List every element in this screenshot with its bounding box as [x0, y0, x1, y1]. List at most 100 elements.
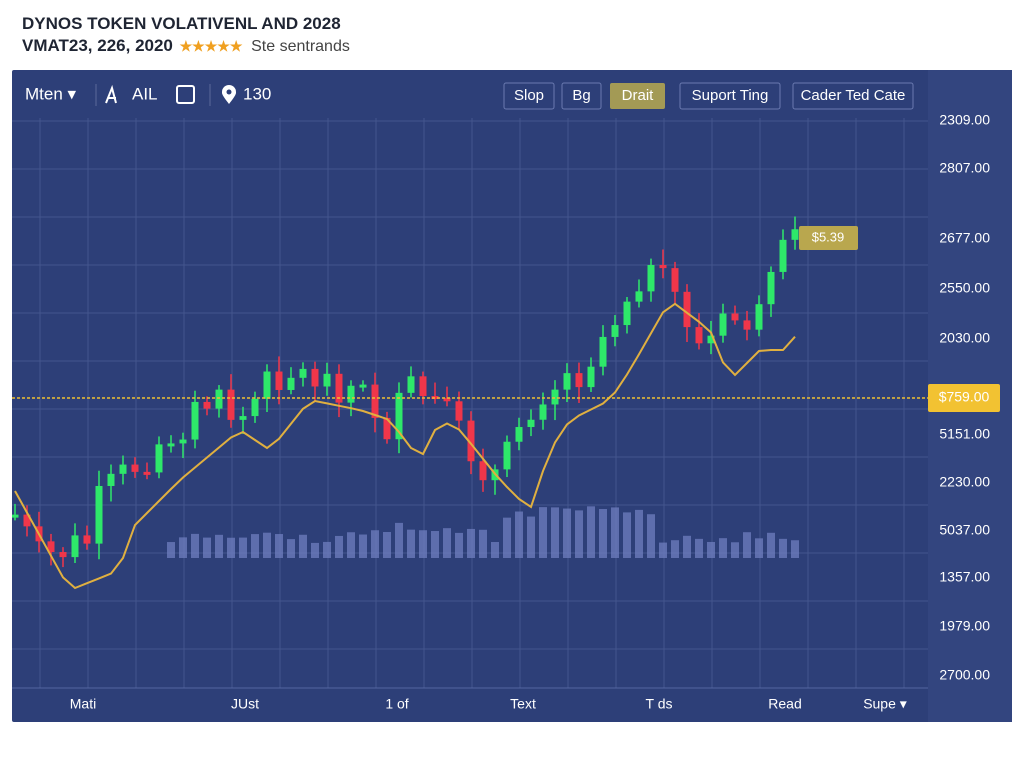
- candle-body: [791, 229, 799, 240]
- volume-bar: [755, 538, 763, 558]
- candle-body: [443, 398, 451, 402]
- menu[interactable]: Mten ▾: [25, 84, 77, 103]
- price-label: 5037.00: [939, 522, 990, 538]
- candle-body: [575, 373, 583, 388]
- toolbar-button[interactable]: Drait: [622, 87, 655, 104]
- volume-bar: [719, 538, 727, 558]
- volume-bar: [731, 542, 739, 558]
- candle-body: [23, 514, 31, 527]
- candle-body: [323, 373, 331, 387]
- candle-body: [539, 404, 547, 420]
- draw-icon[interactable]: [105, 84, 117, 104]
- volume-bar: [191, 533, 199, 558]
- price-axis-labels: 2309.00 2807.00 2677.00 2550.00 2030.00 5151.…: [939, 112, 990, 683]
- time-label[interactable]: Supe ▾: [863, 696, 907, 712]
- volume-bar: [227, 537, 235, 558]
- price-label: 5151.00: [939, 426, 990, 442]
- candle-body: [407, 376, 415, 393]
- candle-body: [419, 376, 427, 397]
- candle-body: [299, 368, 307, 378]
- price-label: 2030.00: [939, 330, 990, 346]
- candles: [11, 216, 799, 568]
- volume-bar: [407, 529, 415, 558]
- candle-body: [719, 313, 727, 336]
- volume-bar: [599, 508, 607, 558]
- current-price: $759.00: [939, 389, 990, 405]
- candle-body: [107, 473, 115, 487]
- candle-body: [335, 373, 343, 403]
- tagline: Ste sentrands: [251, 38, 350, 55]
- pin-icon[interactable]: [222, 85, 236, 104]
- candle-body: [647, 264, 655, 292]
- time-label: 1 of: [385, 696, 408, 712]
- time-label: Mati: [70, 696, 96, 712]
- title: DYNOS TOKEN VOLATIVENL AND 2028: [22, 14, 341, 33]
- toolbar-button[interactable]: Suport Ting: [692, 87, 769, 104]
- candle-body: [395, 392, 403, 440]
- candle-body: [683, 291, 691, 328]
- volume-bar: [383, 532, 391, 558]
- volume-bar: [455, 532, 463, 558]
- price-label: 1979.00: [939, 618, 990, 634]
- candle-body: [455, 401, 463, 421]
- candle-body: [47, 541, 55, 553]
- candle-body: [695, 327, 703, 344]
- symbol[interactable]: AIL: [132, 84, 158, 103]
- time-label: Read: [768, 696, 801, 712]
- toolbar-button-bg[interactable]: [503, 82, 555, 110]
- volume-bar: [515, 511, 523, 558]
- toolbar-button[interactable]: Bg: [572, 87, 590, 104]
- price-label: 2230.00: [939, 474, 990, 490]
- candle-body: [731, 313, 739, 321]
- volume-bar: [707, 541, 715, 558]
- toolbar-button[interactable]: Slop: [514, 87, 544, 104]
- layout-icon[interactable]: [176, 85, 195, 104]
- candle-body: [563, 373, 571, 390]
- current-price-bg: [928, 384, 1000, 412]
- subtitle: VMAT23, 226, 2020: [22, 36, 173, 55]
- toolbar-button[interactable]: Cader Ted Cate: [801, 87, 906, 104]
- candle-body: [311, 368, 319, 387]
- candle-body: [11, 514, 19, 518]
- volume-bar: [623, 512, 631, 558]
- toolbar-button-bg[interactable]: [561, 82, 602, 110]
- price-tag: $5.39: [812, 229, 845, 244]
- rating: ★★★★★: [179, 38, 243, 54]
- volume-bar: [647, 514, 655, 558]
- volume-bar: [791, 540, 799, 558]
- volume-bar: [419, 530, 427, 558]
- price-label: 2309.00: [939, 112, 990, 128]
- volume-bar: [251, 534, 259, 558]
- toolbar-button-bg[interactable]: [679, 82, 781, 110]
- toolbar-button-bg[interactable]: [610, 83, 665, 109]
- candle-body: [287, 377, 295, 390]
- candle-body: [239, 416, 247, 420]
- volume-bar: [275, 534, 283, 558]
- volume-bar: [203, 537, 211, 558]
- subtitle-row: VMAT23, 226, 2020 ★★★★★ Ste sentrands: [22, 36, 350, 56]
- volume-bar: [443, 528, 451, 558]
- candle-body: [767, 271, 775, 305]
- candle-body: [59, 552, 67, 558]
- candle-body: [71, 535, 79, 558]
- candle-body: [263, 371, 271, 399]
- pin-hole: [226, 89, 232, 95]
- candle-body: [203, 401, 211, 409]
- toolbar-button-bg[interactable]: [792, 82, 914, 110]
- volume-bar: [479, 529, 487, 558]
- volume-bar: [491, 542, 499, 558]
- volume-bar: [323, 541, 331, 558]
- volume-bar: [683, 535, 691, 558]
- volume-bar: [215, 534, 223, 558]
- volume-bar: [347, 532, 355, 558]
- volume-bar: [467, 528, 475, 558]
- volume-bar: [335, 535, 343, 558]
- volume-bar: [767, 532, 775, 558]
- candle-body: [587, 366, 595, 388]
- volume-bar: [167, 542, 175, 558]
- volume-bar: [179, 537, 187, 558]
- volume-bar: [587, 506, 595, 558]
- candle-body: [779, 239, 787, 272]
- price-label: 2677.00: [939, 230, 990, 246]
- candle-body: [359, 384, 367, 388]
